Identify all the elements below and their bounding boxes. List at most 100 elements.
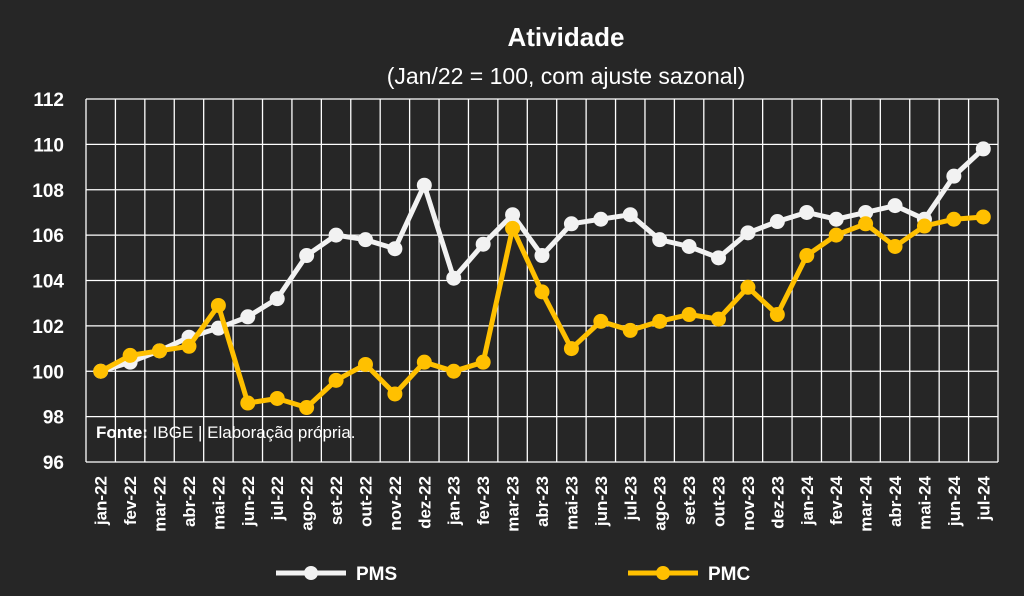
x-tick-label: abr-24 xyxy=(886,475,905,527)
point-pmc xyxy=(534,284,550,300)
y-tick-label: 98 xyxy=(43,408,64,429)
x-tick-label: out-23 xyxy=(710,476,729,527)
point-pmc xyxy=(769,307,785,323)
point-pmc xyxy=(269,390,285,406)
y-tick-label: 110 xyxy=(33,135,64,156)
point-pms xyxy=(593,211,609,227)
x-tick-label: jul-24 xyxy=(974,475,993,521)
y-tick-label: 112 xyxy=(33,90,64,111)
point-pmc xyxy=(357,356,373,372)
point-pmc xyxy=(799,248,815,264)
x-tick-label: nov-22 xyxy=(386,476,405,531)
point-pmc xyxy=(711,311,727,327)
point-pmc xyxy=(152,343,168,359)
x-tick-label: set-22 xyxy=(327,476,346,525)
point-pms xyxy=(799,204,815,220)
point-pms xyxy=(416,177,432,193)
point-pmc xyxy=(622,322,638,338)
x-tick-label: fev-23 xyxy=(474,476,493,525)
point-pmc xyxy=(681,307,697,323)
x-tick-label: jul-22 xyxy=(268,476,287,521)
legend: PMS PMC xyxy=(276,564,751,585)
point-pmc xyxy=(475,354,491,370)
y-tick-label: 106 xyxy=(32,226,64,247)
x-tick-label: abr-23 xyxy=(533,476,552,527)
grid xyxy=(85,98,999,463)
y-tick-label: 102 xyxy=(32,317,64,338)
point-pms xyxy=(505,207,521,223)
x-tick-label: mai-23 xyxy=(562,476,581,530)
point-pms xyxy=(299,248,315,264)
point-pms xyxy=(563,216,579,232)
point-pmc xyxy=(916,218,932,234)
x-tick-label: out-22 xyxy=(356,476,375,527)
legend-marker xyxy=(304,566,318,580)
point-pmc xyxy=(416,354,432,370)
point-pms xyxy=(328,227,344,243)
point-pms xyxy=(269,291,285,307)
point-pmc xyxy=(946,211,962,227)
legend-label: PMC xyxy=(708,564,751,585)
x-tick-label: jun-23 xyxy=(592,476,611,527)
point-pmc xyxy=(210,297,226,313)
point-pmc xyxy=(828,227,844,243)
x-tick-label: mar-22 xyxy=(151,476,170,532)
y-tick-label: 96 xyxy=(43,453,64,474)
point-pmc xyxy=(387,386,403,402)
source-label: Fonte: xyxy=(96,423,148,442)
x-tick-label: ago-22 xyxy=(298,476,317,531)
y-tick-label: 108 xyxy=(32,181,64,202)
y-axis: 96 98 100 102 104 106 108 110 112 xyxy=(32,90,64,474)
point-pms xyxy=(652,232,668,248)
point-pmc xyxy=(122,347,138,363)
x-tick-label: dez-23 xyxy=(768,476,787,529)
point-pms xyxy=(622,207,638,223)
y-tick-label: 100 xyxy=(32,362,64,383)
x-tick-label: set-23 xyxy=(680,476,699,525)
point-pms xyxy=(446,270,462,286)
x-tick-label: ago-23 xyxy=(651,476,670,531)
point-pmc xyxy=(328,372,344,388)
x-tick-label: jan-24 xyxy=(798,475,817,526)
point-pms xyxy=(534,248,550,264)
point-pmc xyxy=(858,216,874,232)
series-pmc xyxy=(93,209,991,416)
point-pms xyxy=(740,225,756,241)
point-pms xyxy=(887,198,903,214)
legend-marker xyxy=(656,566,670,580)
x-tick-label: abr-22 xyxy=(180,476,199,527)
x-tick-label: jul-23 xyxy=(621,476,640,521)
point-pms xyxy=(769,214,785,230)
x-tick-label: jun-22 xyxy=(239,476,258,527)
x-tick-label: dez-22 xyxy=(415,476,434,529)
legend-item-pms: PMS xyxy=(276,564,397,585)
x-tick-label: jan-22 xyxy=(92,476,111,526)
point-pms xyxy=(387,241,403,257)
x-tick-label: nov-23 xyxy=(739,476,758,531)
legend-label: PMS xyxy=(356,564,397,585)
point-pmc xyxy=(593,313,609,329)
x-tick-label: jun-24 xyxy=(945,475,964,527)
x-tick-label: mai-24 xyxy=(915,475,934,529)
point-pms xyxy=(240,309,256,325)
point-pms xyxy=(828,211,844,227)
point-pmc xyxy=(299,400,315,416)
x-tick-label: mai-22 xyxy=(209,476,228,530)
x-tick-label: mar-23 xyxy=(504,476,523,532)
point-pmc xyxy=(887,238,903,254)
point-pmc xyxy=(975,209,991,225)
point-pmc xyxy=(93,363,109,379)
x-tick-label: fev-24 xyxy=(827,475,846,525)
x-tick-label: fev-22 xyxy=(121,476,140,525)
point-pms xyxy=(975,141,991,157)
point-pmc xyxy=(740,279,756,295)
point-pms xyxy=(946,168,962,184)
x-tick-label: jan-23 xyxy=(445,476,464,526)
chart-title: Atividade xyxy=(507,22,624,52)
y-tick-label: 104 xyxy=(32,272,64,293)
point-pms xyxy=(357,232,373,248)
point-pmc xyxy=(240,395,256,411)
point-pmc xyxy=(446,363,462,379)
source-note: Fonte: IBGE | Elaboração própria. xyxy=(96,423,356,442)
